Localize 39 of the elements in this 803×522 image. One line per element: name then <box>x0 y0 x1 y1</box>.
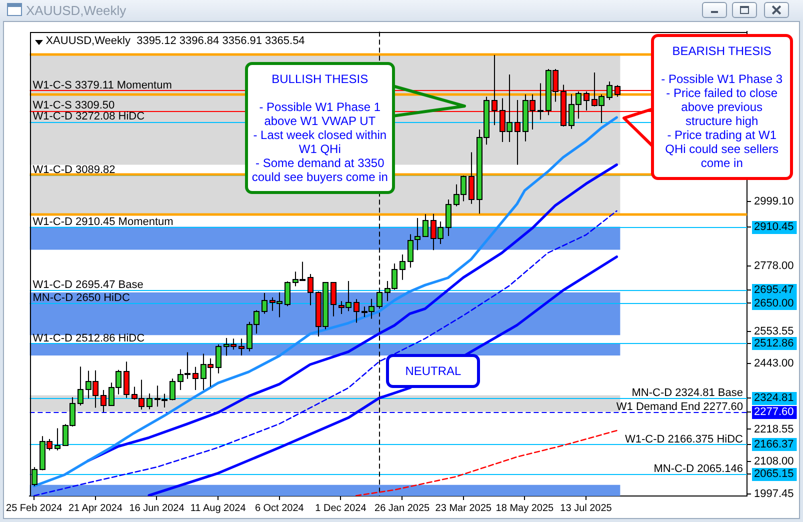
y-tick-label: 2218.55 <box>754 423 794 436</box>
x-tick-label: 11 Aug 2024 <box>190 502 246 514</box>
ref-line-label: W1 Demand End 2277.60 <box>616 401 744 413</box>
ref-line-label: W1-C-D 3089.82 <box>32 164 116 176</box>
ref-line-label: W1-C-D 2512.86 HiDC <box>32 332 145 344</box>
y-tick-label: 2512.86 <box>754 337 794 350</box>
ref-line-label: W1-C-D 3272.08 HiDC <box>32 110 145 123</box>
ref-line-label: W1-C-D 2166.375 HiDC <box>625 433 744 446</box>
ref-line-label: W1-C-D 2910.45 Momentum <box>32 216 174 228</box>
y-tick-label: 2443.00 <box>754 358 794 370</box>
y-tick-label: 2553.55 <box>754 325 794 338</box>
x-tick-label: 26 Jan 2025 <box>374 502 430 514</box>
x-tick-label: 23 Mar 2025 <box>435 502 492 514</box>
y-tick-label: 2277.60 <box>754 406 794 418</box>
y-tick-label: 2108.00 <box>754 456 794 468</box>
ref-line-label: MN-C-D 2065.146 <box>654 463 744 476</box>
x-tick-label: 18 May 2025 <box>496 502 554 514</box>
y-tick-label: 2999.10 <box>754 195 794 208</box>
y-tick-label: 2650.00 <box>754 297 794 310</box>
x-tick-label: 1 Dec 2024 <box>315 502 367 514</box>
ref-line-label: W1-C-S 3379.11 Momentum <box>32 79 172 92</box>
x-tick-label: 13 Jul 2025 <box>560 502 612 514</box>
ref-line-label: W1-C-S 3309.50 <box>32 100 115 112</box>
ref-line-label: MN-C-D 2324.81 Base <box>632 387 744 400</box>
y-tick-label: 2695.47 <box>754 284 794 296</box>
y-tick-label: 1997.45 <box>754 488 794 500</box>
y-tick-label: 2065.15 <box>754 468 794 480</box>
ref-line-label: W1-C-D 2695.47 Base <box>32 278 144 291</box>
y-tick-label: 2166.37 <box>754 438 794 451</box>
y-tick-label: 2910.45 <box>754 221 794 234</box>
x-tick-label: 25 Feb 2024 <box>6 502 63 514</box>
x-tick-label: 16 Jun 2024 <box>129 502 185 514</box>
ref-line-label: MN-C-D 2650 HiDC <box>32 292 130 304</box>
chart-title: XAUUSD,Weekly <box>26 3 126 18</box>
chart-subtitle: XAUUSD,Weekly 3395.12 3396.84 3356.91 3365.54 <box>46 35 305 48</box>
x-tick-label: 21 Apr 2024 <box>68 502 123 514</box>
y-tick-label: 2324.81 <box>754 392 794 404</box>
x-tick-label: 6 Oct 2024 <box>254 502 304 514</box>
y-tick-label: 2778.00 <box>754 260 794 272</box>
